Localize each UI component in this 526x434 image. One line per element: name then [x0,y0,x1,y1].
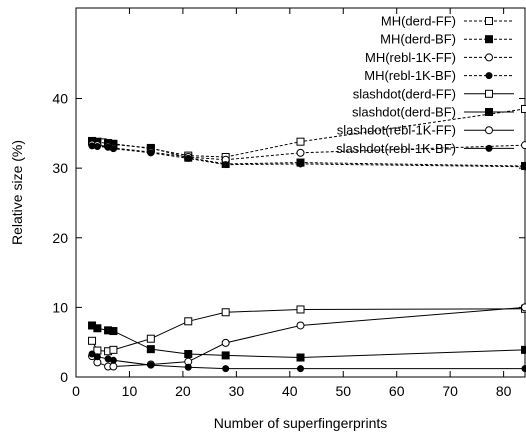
series-line [91,145,526,168]
x-tick-label: 80 [496,383,512,399]
legend-marker [485,108,493,116]
data-point [222,365,230,373]
data-point [88,350,96,358]
data-point [521,163,526,171]
chart-axes: 0 10 20 30 40 50 60 70 80 0 10 20 30 40 [52,7,526,399]
data-point [296,137,305,146]
data-point [297,160,304,168]
legend-label: slashdot(rebl-1K-FF) [337,123,456,138]
series-7 [88,350,526,373]
x-tick-label: 60 [389,383,405,399]
legend-marker [485,35,493,44]
data-point [521,303,526,312]
series-4 [88,304,526,356]
data-point [109,345,118,354]
data-point [521,365,526,373]
legend-entry: slashdot(derd-FF) [353,86,514,101]
x-tick-label: 0 [72,383,80,399]
data-point [184,363,192,371]
legend-label: MH(derd-BF) [380,32,456,47]
data-point [146,334,155,343]
x-tick-label: 50 [335,383,351,399]
legend-marker [485,89,493,98]
x-tick-label: 70 [442,383,458,399]
data-point [109,327,118,336]
data-point [521,141,526,150]
plot-frame [75,7,526,378]
data-point [147,361,155,369]
y-tick-label: 30 [52,160,68,176]
legend-entry: MH(rebl-1K-FF) [365,50,514,65]
legend-entry: slashdot(rebl-1K-FF) [337,123,514,138]
legend-label: slashdot(derd-FF) [353,86,456,101]
x-tick-label: 20 [175,383,191,399]
legend-entry: slashdot(rebl-1K-BF) [336,141,514,156]
data-point [297,365,304,373]
data-point [296,353,305,362]
x-axis-label: Number of superfingerprints [214,415,388,431]
data-point [147,149,155,157]
y-tick-label: 40 [52,91,68,107]
series-line [91,308,526,352]
legend-label: MH(rebl-1K-FF) [365,50,456,65]
legend-label: MH(derd-FF) [381,14,456,29]
legend-marker [485,72,493,80]
data-point [109,356,117,364]
data-point [88,336,97,345]
data-point [221,338,230,347]
data-point [93,324,102,333]
x-tick-label: 30 [229,383,245,399]
series-line [91,143,526,161]
data-point [184,350,193,359]
y-tick-label: 10 [52,299,68,315]
legend-label: MH(rebl-1K-BF) [364,68,456,83]
data-point [222,161,230,169]
data-point [109,362,118,371]
data-point [221,308,230,317]
chart-series [88,104,526,373]
data-point [93,353,101,361]
data-point [521,104,526,113]
data-point [184,154,192,162]
series-5 [88,321,526,362]
y-tick-label: 20 [52,230,68,246]
data-point [184,317,193,326]
data-point [93,143,101,151]
legend-label: slashdot(derd-BF) [352,105,456,120]
data-point [296,305,305,314]
legend-marker [485,126,493,135]
legend-entry: MH(derd-FF) [381,14,514,29]
series-line [91,353,525,370]
chart-legend: MH(derd-FF) MH(derd-BF) MH(rebl-1K-FF) MH(r… [336,14,514,156]
legend-entry: slashdot(derd-BF) [352,105,514,120]
legend-marker [485,17,493,25]
series-line [91,325,526,359]
data-point [296,148,305,157]
legend-entry: MH(derd-BF) [380,32,514,47]
series-3 [88,142,526,171]
x-tick-label: 10 [122,383,138,399]
legend-marker [485,53,493,62]
data-point [109,145,117,153]
series-line [91,140,526,167]
legend-label: slashdot(rebl-1K-BF) [336,141,456,156]
y-axis-label: Relative size (%) [9,140,25,245]
data-point [221,351,230,360]
legend-marker [485,144,493,152]
legend-entry: MH(rebl-1K-BF) [364,68,514,83]
y-tick-label: 0 [60,369,68,385]
data-point [521,345,526,354]
x-tick-label: 40 [282,383,298,399]
data-point [296,321,305,330]
data-point [146,345,155,354]
